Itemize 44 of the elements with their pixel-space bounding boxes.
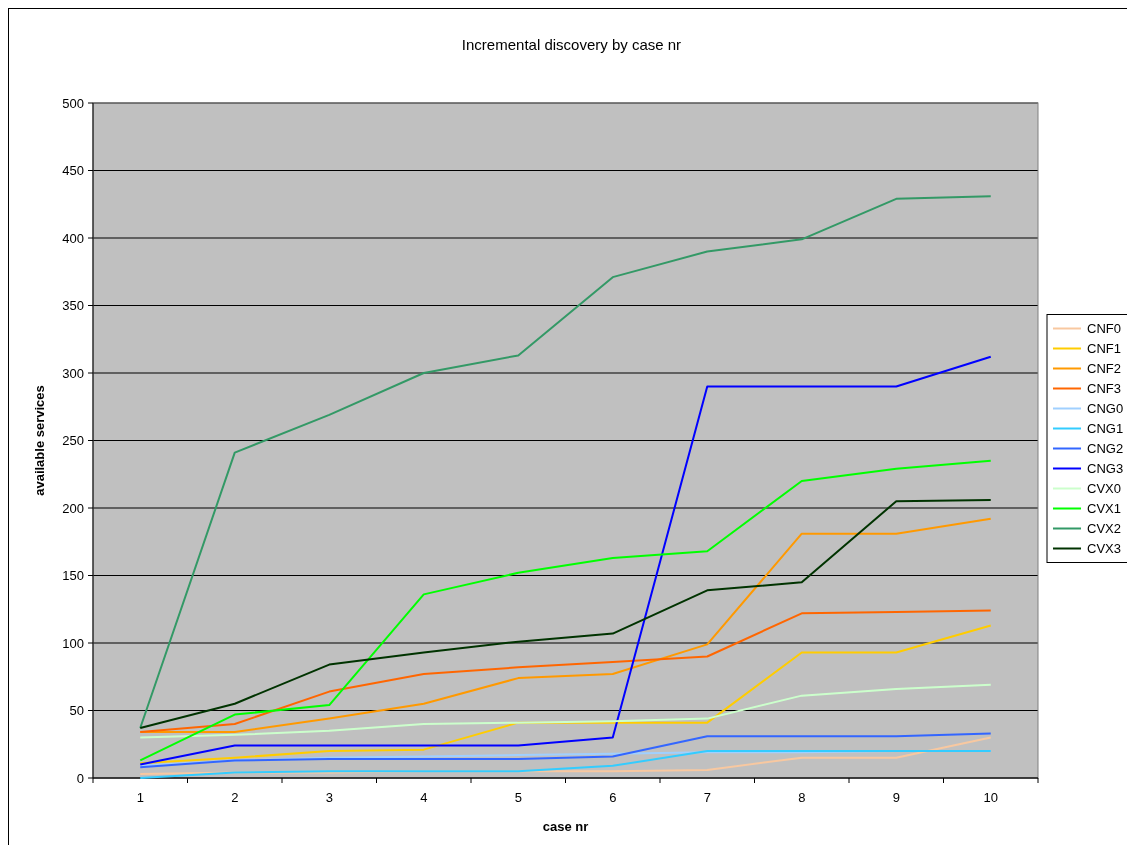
- line-series: [139, 750, 992, 779]
- x-tick-label: 1: [136, 790, 144, 805]
- y-tick-label: 250: [62, 433, 84, 449]
- y-tick-label: 450: [62, 163, 84, 179]
- legend-label: CNF3: [1087, 381, 1121, 397]
- y-tick-label: 100: [62, 635, 84, 651]
- x-tick-label: 2: [231, 790, 239, 805]
- line-series: [139, 624, 992, 765]
- legend-label: CNG2: [1087, 441, 1124, 457]
- x-tick-label: 9: [892, 790, 900, 805]
- y-tick-label: 500: [62, 95, 84, 111]
- legend-label: CVX3: [1087, 541, 1121, 557]
- x-tick-label: 10: [983, 790, 998, 805]
- line-series: [139, 683, 992, 739]
- x-axis-title: case nr: [542, 819, 589, 834]
- legend-label: CNF2: [1087, 361, 1121, 377]
- legend-label: CVX2: [1087, 521, 1121, 537]
- legend-label: CNG0: [1087, 401, 1124, 417]
- legend-label: CNF0: [1087, 321, 1121, 337]
- legend-label: CNG3: [1087, 461, 1124, 477]
- x-tick-label: 8: [798, 790, 806, 805]
- y-tick-label: 200: [62, 500, 84, 516]
- y-tick-label: 50: [69, 703, 84, 719]
- y-tick-label: 300: [62, 365, 84, 381]
- line-series: [139, 732, 992, 769]
- legend-label: CVX1: [1087, 501, 1121, 517]
- x-tick-label: 7: [703, 790, 711, 805]
- line-series: [139, 459, 992, 762]
- legend-label: CNF1: [1087, 341, 1121, 357]
- line-series: [139, 355, 992, 766]
- x-tick-label: 4: [420, 790, 428, 805]
- legend-label: CNG1: [1087, 421, 1124, 437]
- y-tick-label: 150: [62, 568, 84, 584]
- line-series: [139, 609, 992, 734]
- x-tick-label: 6: [609, 790, 617, 805]
- line-series: [139, 195, 992, 730]
- legend-label: CVX0: [1087, 481, 1121, 497]
- y-tick-label: 350: [62, 298, 84, 314]
- chart-title: Incremental discovery by case nr: [461, 36, 682, 53]
- y-tick-label: 400: [62, 230, 84, 246]
- y-axis-title: available services: [32, 385, 47, 496]
- x-tick-label: 5: [514, 790, 522, 805]
- y-tick-label: 0: [76, 770, 84, 786]
- x-tick-label: 3: [325, 790, 333, 805]
